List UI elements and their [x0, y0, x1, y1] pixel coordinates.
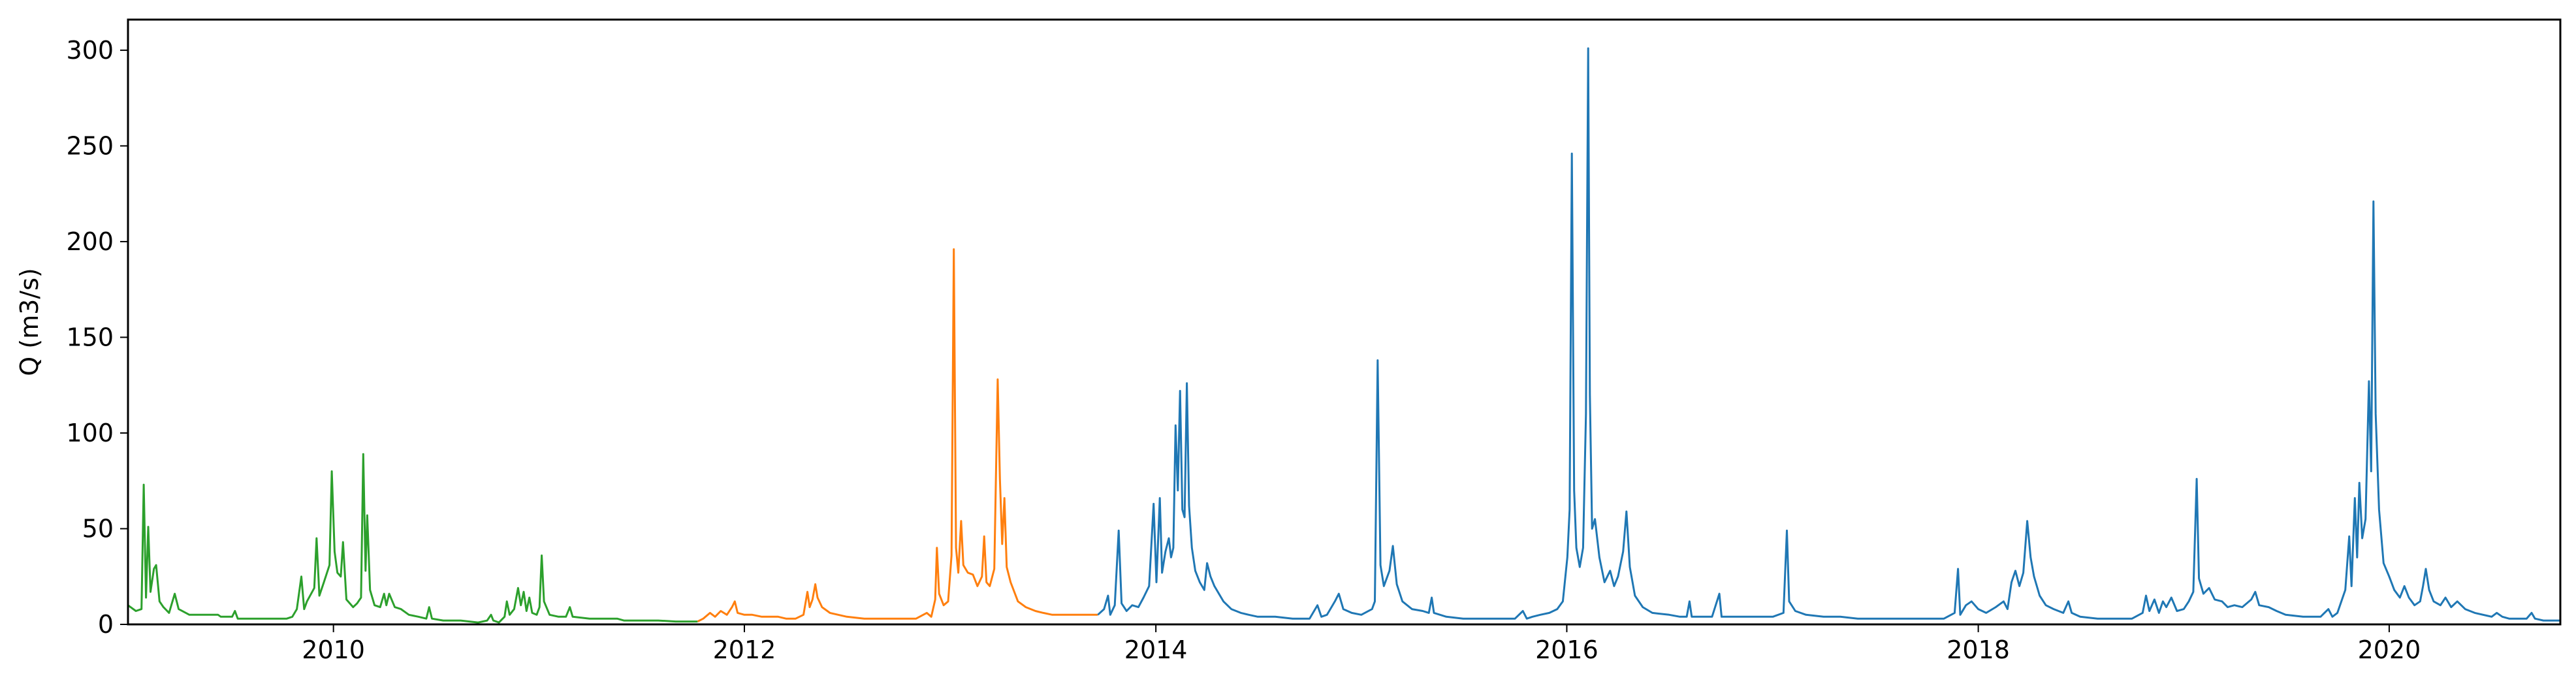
y-tick-label: 250 — [66, 131, 114, 160]
y-tick-label: 200 — [66, 227, 114, 256]
y-tick-label: 150 — [66, 323, 114, 351]
x-axis: 2010 2012 2014 2016 2018 2020 — [302, 624, 2421, 664]
x-tick-label: 2018 — [1947, 635, 2010, 664]
y-tick-label: 50 — [82, 514, 114, 543]
series-line-1 — [127, 453, 698, 624]
y-tick-label: 300 — [66, 36, 114, 65]
series-line-2 — [697, 248, 1098, 622]
x-tick-label: 2016 — [1535, 635, 1598, 664]
x-tick-label: 2020 — [2358, 635, 2421, 664]
series-layer — [127, 47, 2560, 624]
x-tick-label: 2010 — [302, 635, 365, 664]
y-tick-label: 100 — [66, 419, 114, 447]
plot-frame — [127, 18, 2562, 626]
x-tick-label: 2014 — [1124, 635, 1188, 664]
series-line-3 — [1097, 47, 2560, 622]
y-axis-label: Q (m3/s) — [15, 268, 44, 376]
y-axis: 0 50 100 150 200 250 300 — [66, 36, 128, 639]
x-tick-label: 2012 — [713, 635, 776, 664]
y-tick-label: 0 — [98, 610, 114, 639]
